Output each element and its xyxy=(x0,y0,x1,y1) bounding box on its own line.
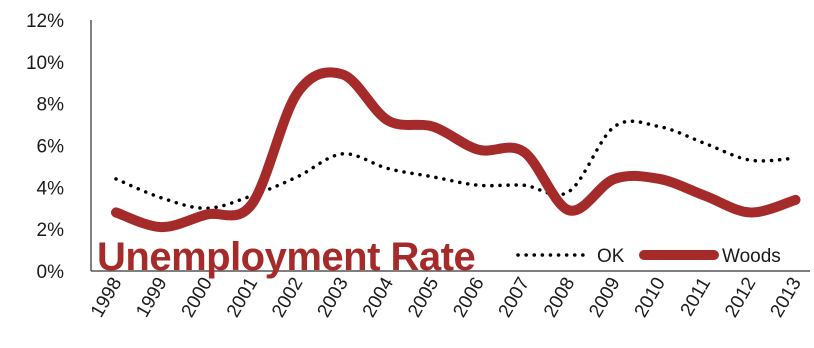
x-tick-label: 2013 xyxy=(767,274,806,321)
x-tick-label: 2001 xyxy=(223,274,262,321)
legend-label-woods: Woods xyxy=(722,246,781,267)
x-tick-label: 2012 xyxy=(721,274,760,321)
x-tick-label: 2005 xyxy=(404,274,443,321)
y-tick-label: 4% xyxy=(37,178,65,199)
x-tick-label: 2010 xyxy=(631,274,670,321)
x-tick-label: 2007 xyxy=(495,274,534,321)
x-tick-label: 1998 xyxy=(87,274,126,321)
x-tick-label: 2004 xyxy=(359,274,399,321)
x-tick-label: 2011 xyxy=(677,274,716,320)
x-tick-label: 2006 xyxy=(449,274,488,321)
y-tick-label: 6% xyxy=(37,137,65,158)
y-axis: 0% 2% 4% 6% 8% 10% 12% xyxy=(26,11,92,283)
legend: OK Woods xyxy=(516,246,781,267)
chart-title: Unemployment Rate xyxy=(97,235,475,279)
legend-label-ok: OK xyxy=(597,246,625,267)
y-tick-label: 12% xyxy=(26,11,64,32)
y-tick-label: 8% xyxy=(37,95,65,116)
series-line-woods xyxy=(111,67,801,233)
x-tick-label: 2009 xyxy=(585,274,624,321)
y-tick-label: 2% xyxy=(37,220,65,241)
x-tick-label: 2002 xyxy=(268,274,307,321)
x-tick-label: 2003 xyxy=(314,274,353,321)
x-tick-label: 1999 xyxy=(132,274,171,321)
series-line-ok xyxy=(114,119,798,211)
x-tick-label: 2008 xyxy=(540,274,579,321)
x-tick-label: 2000 xyxy=(178,274,217,321)
y-tick-label: 10% xyxy=(26,53,64,74)
y-tick-label: 0% xyxy=(37,262,65,283)
series-layer xyxy=(111,67,801,233)
